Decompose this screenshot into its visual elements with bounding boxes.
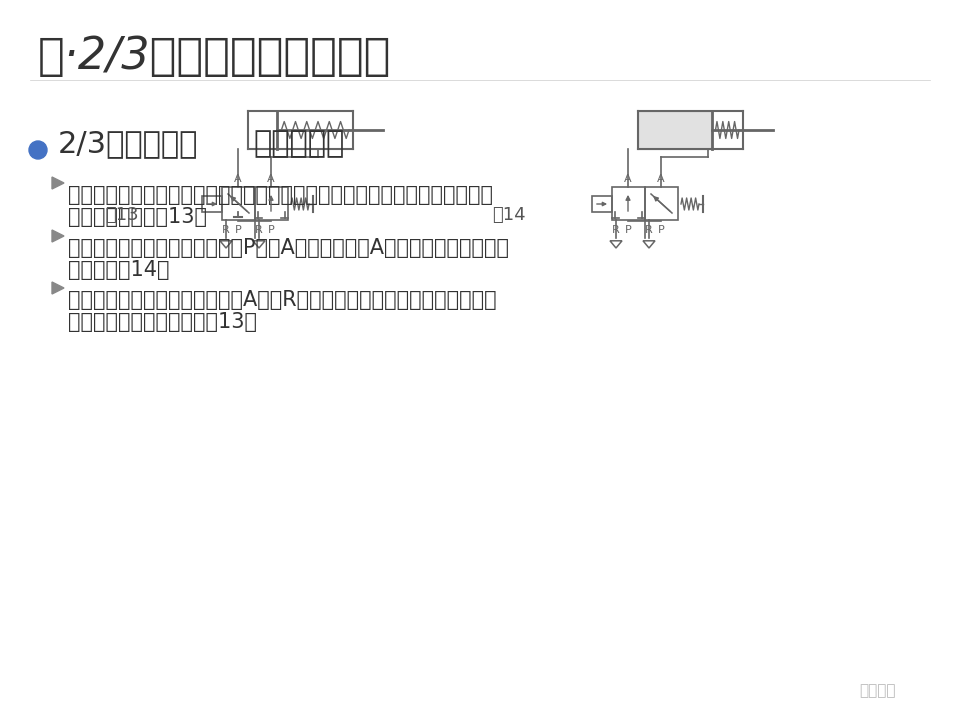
Bar: [222, 187, 255, 220]
Text: P: P: [658, 225, 664, 235]
Text: 弹簧作用下回到左侧，见图13。: 弹簧作用下回到左侧，见图13。: [68, 312, 257, 332]
Text: 右移，见图14；: 右移，见图14；: [68, 260, 170, 280]
Circle shape: [29, 141, 47, 159]
Text: 五·2/3二位三通电磁阀应用: 五·2/3二位三通电磁阀应用: [38, 35, 392, 78]
Bar: [645, 187, 678, 220]
Text: 图14: 图14: [492, 206, 526, 224]
Text: 图13: 图13: [105, 206, 138, 224]
Text: P: P: [234, 225, 241, 235]
Text: 2/3电磁阀控制: 2/3电磁阀控制: [58, 130, 199, 158]
Text: 初始状态：电磁阀为常闭电磁阀，处于失电状态，单作用气缸活塞由弹簧作用: 初始状态：电磁阀为常闭电磁阀，处于失电状态，单作用气缸活塞由弹簧作用: [68, 185, 493, 205]
Text: 工作状态：电磁阀得电，电磁阀P口与A口通，气源由A口进入气缸，气缸活塞: 工作状态：电磁阀得电，电磁阀P口与A口通，气源由A口进入气缸，气缸活塞: [68, 238, 509, 258]
Polygon shape: [52, 177, 64, 189]
Text: A: A: [234, 174, 242, 184]
Bar: [255, 187, 288, 220]
Text: P: P: [625, 225, 632, 235]
Text: 单作用气缸: 单作用气缸: [253, 130, 345, 158]
Text: 电工之家: 电工之家: [860, 683, 897, 698]
Text: 在气缸左侧，见图13；: 在气缸左侧，见图13；: [68, 207, 207, 227]
Text: P: P: [268, 225, 275, 235]
Bar: [638, 111, 711, 149]
Bar: [612, 187, 645, 220]
Polygon shape: [52, 230, 64, 242]
Text: R: R: [645, 225, 653, 235]
Bar: [592, 196, 612, 212]
Bar: [202, 196, 222, 212]
Text: A: A: [658, 174, 665, 184]
Text: A: A: [624, 174, 632, 184]
Text: R: R: [255, 225, 263, 235]
Text: R: R: [612, 225, 620, 235]
Text: 失电状态：电磁阀失电，电磁阀A口与R口通，气缸通过电磁阀放气，活塞在: 失电状态：电磁阀失电，电磁阀A口与R口通，气缸通过电磁阀放气，活塞在: [68, 290, 496, 310]
Text: R: R: [222, 225, 229, 235]
Text: A: A: [267, 174, 275, 184]
Polygon shape: [52, 282, 64, 294]
